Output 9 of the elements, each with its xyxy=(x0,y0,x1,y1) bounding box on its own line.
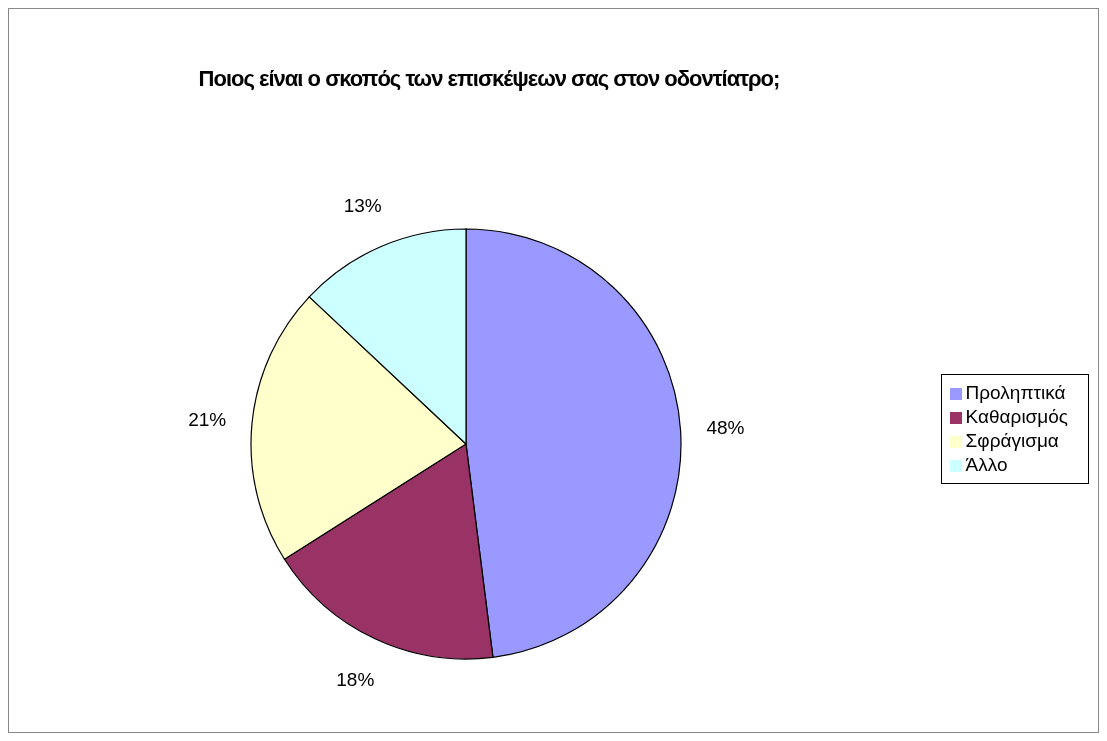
data-label: 48% xyxy=(706,417,745,439)
legend-label: Προληπτικά xyxy=(965,382,1066,403)
legend-label: Σφράγισμα xyxy=(965,430,1059,451)
data-label: 13% xyxy=(343,194,382,216)
chart-title: Ποιος είναι ο σκοπός των επισκέψεων σας στον οδοντίατρο; xyxy=(197,65,781,93)
data-label: 18% xyxy=(336,668,375,690)
data-label: 21% xyxy=(188,409,227,431)
legend-label: Καθαρισμός xyxy=(965,406,1068,427)
legend-label: Άλλο xyxy=(965,454,1008,475)
